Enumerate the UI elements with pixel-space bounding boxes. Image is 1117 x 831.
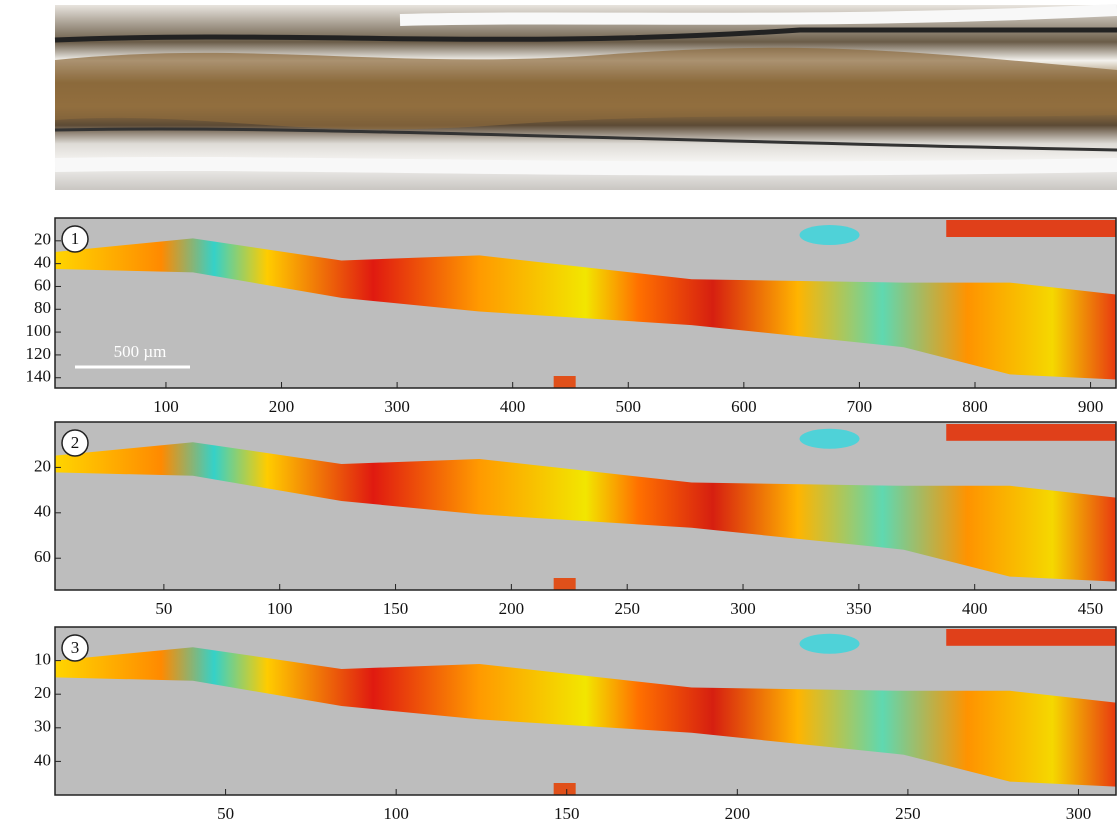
grain-map (946, 424, 1116, 441)
x-tick-label: 300 (730, 599, 756, 618)
panel-number: 1 (71, 229, 80, 248)
panel-number: 2 (71, 433, 80, 452)
y-tick-label: 60 (34, 547, 51, 566)
grain-map (799, 225, 860, 245)
y-tick-label: 100 (26, 321, 52, 340)
x-tick-label: 800 (962, 397, 988, 416)
y-tick-label: 80 (34, 298, 51, 317)
x-tick-label: 50 (155, 599, 172, 618)
y-tick-label: 20 (34, 456, 51, 475)
y-tick-label: 40 (34, 502, 51, 521)
panel-frame (54, 626, 1117, 796)
panel-number-badge (61, 634, 89, 662)
y-tick-label: 30 (34, 717, 51, 736)
grain-map (55, 647, 1116, 787)
grain-map (799, 633, 860, 654)
x-tick-label: 450 (1078, 599, 1104, 618)
x-tick-label: 350 (846, 599, 872, 618)
x-tick-label: 300 (384, 397, 410, 416)
y-tick-label: 60 (34, 275, 51, 294)
panel-number-badge (61, 429, 89, 457)
y-tick-label: 140 (26, 367, 52, 386)
y-tick-label: 40 (34, 750, 51, 769)
x-tick-label: 150 (554, 804, 580, 823)
x-tick-label: 400 (500, 397, 526, 416)
panel: 50 100 150 200 250 300 10 20 30 40 3 (34, 626, 1117, 823)
x-tick-label: 100 (383, 804, 409, 823)
panel: 100 200 300 400 500 600 700 800 900 20 40 60 80 100 12… (26, 217, 1117, 416)
x-tick-label: 250 (614, 599, 640, 618)
grain-map (55, 442, 1116, 582)
grain-map (553, 578, 576, 590)
scale-bar-label: 500 µm (114, 342, 167, 361)
y-tick-label: 120 (26, 344, 52, 363)
grain-map (553, 783, 576, 795)
x-tick-label: 200 (725, 804, 751, 823)
x-tick-label: 500 (616, 397, 642, 416)
x-tick-label: 200 (499, 599, 525, 618)
panel-frame (54, 421, 1117, 591)
x-tick-label: 150 (383, 599, 409, 618)
grain-map (946, 220, 1116, 237)
x-tick-label: 700 (847, 397, 873, 416)
x-tick-label: 400 (962, 599, 988, 618)
grain-map (799, 428, 860, 449)
grain-map (946, 629, 1116, 646)
grain-map (553, 376, 576, 388)
y-tick-label: 10 (34, 650, 51, 669)
x-tick-label: 900 (1078, 397, 1104, 416)
y-tick-label: 20 (34, 230, 51, 249)
x-tick-label: 300 (1066, 804, 1092, 823)
x-tick-label: 250 (895, 804, 921, 823)
x-tick-label: 50 (217, 804, 234, 823)
panel-number-badge (61, 225, 89, 253)
panel-number: 3 (71, 638, 80, 657)
x-tick-label: 100 (153, 397, 179, 416)
y-tick-label: 20 (34, 683, 51, 702)
x-tick-label: 600 (731, 397, 757, 416)
x-tick-label: 200 (269, 397, 295, 416)
micrograph (54, 4, 1117, 190)
x-tick-label: 100 (267, 599, 293, 618)
grain-map (55, 238, 1116, 380)
y-tick-label: 40 (34, 253, 51, 272)
panel: 50 100 150 200 250 300 350 400 450 20 40 60 2 (34, 421, 1117, 618)
panel-frame (54, 217, 1117, 389)
